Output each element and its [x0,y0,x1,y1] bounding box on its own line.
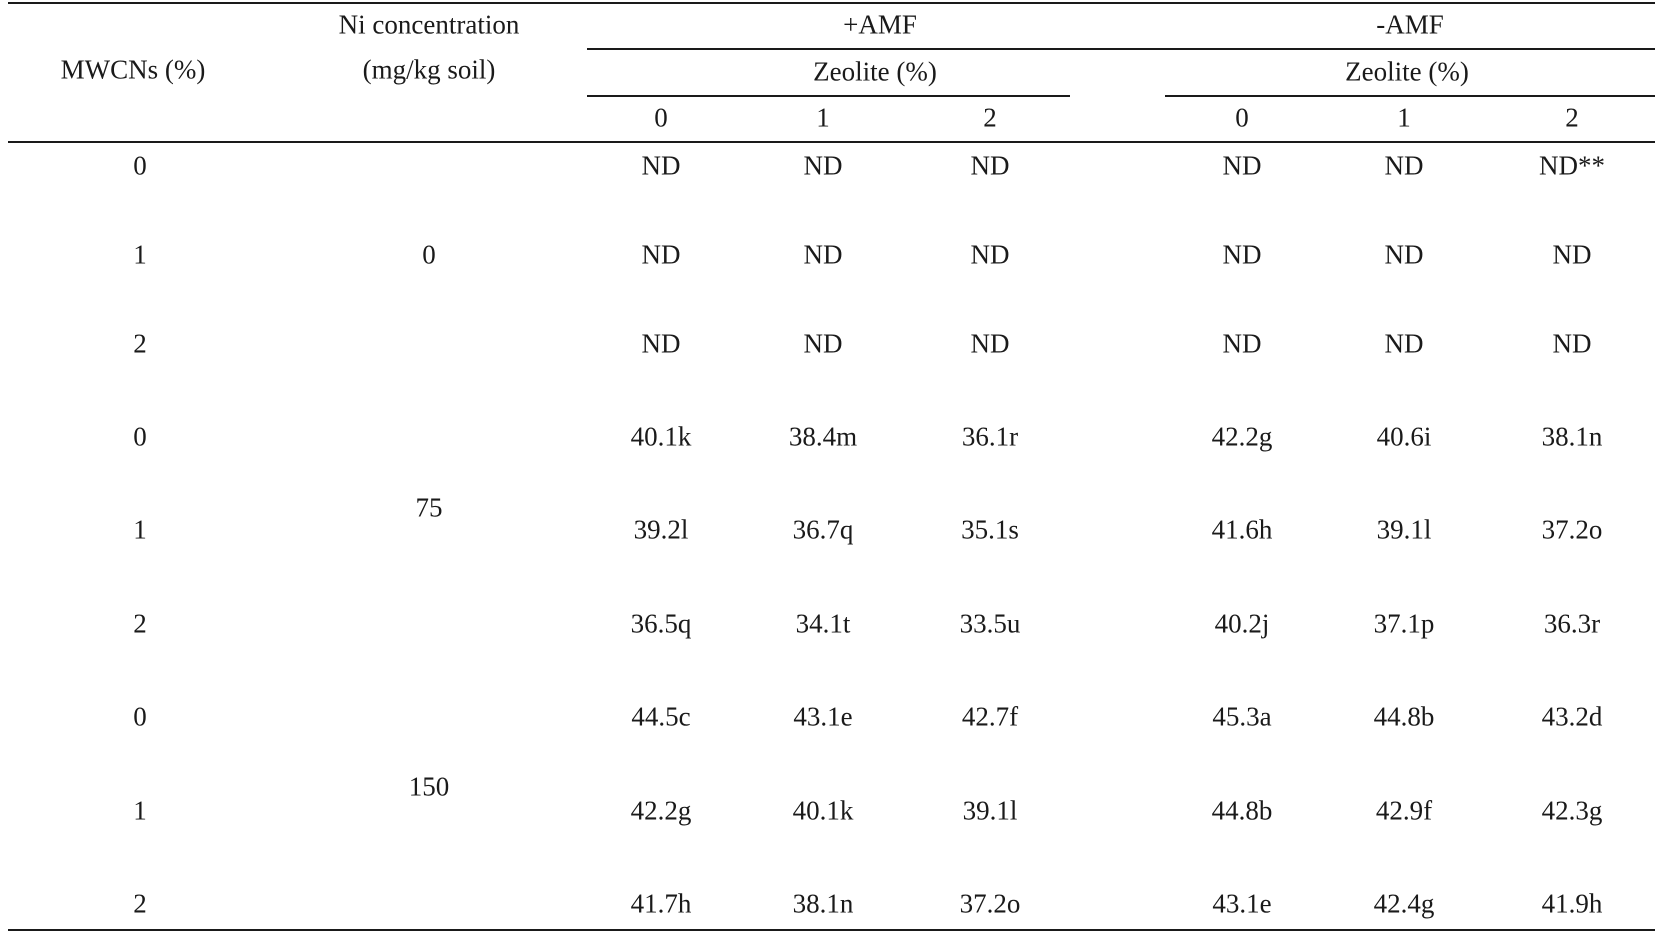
table-cell: ND [970,150,1010,181]
table-cell: 37.2o [959,888,1021,919]
table-cell: ND** [1539,150,1605,181]
table-cell: 39.1l [1376,514,1432,545]
table-cell: 42.9f [1375,795,1433,826]
header-ni-line2: (mg/kg soil) [362,54,496,85]
table-cell: 42.3g [1541,795,1603,826]
header-zeolite-minus: Zeolite (%) [1345,56,1469,87]
header-zeolite-level: 0 [1235,102,1249,133]
table-cell: ND [1384,328,1424,359]
header-amf-minus: -AMF [1376,9,1444,40]
table-cell: 33.5u [959,608,1021,639]
table-cell: ND [641,150,681,181]
table-cell: 37.2o [1541,514,1603,545]
table-cell: 36.3r [1543,608,1601,639]
table-cell: 42.4g [1373,888,1435,919]
table-cell: 43.2d [1541,701,1603,732]
row-mwcns: 2 [133,608,147,639]
table-cell: ND [970,328,1010,359]
table-cell: 34.1t [795,608,851,639]
table-cell: 41.6h [1211,514,1273,545]
header-amf-plus: +AMF [843,9,917,40]
table-cell: 44.5c [631,701,691,732]
table-cell: 39.1l [962,795,1018,826]
ni-group-label: 0 [422,239,436,270]
table-cell: 41.7h [630,888,692,919]
row-mwcns: 1 [133,514,147,545]
table-cell: 40.1k [630,421,692,452]
table-cell: 40.6i [1376,421,1432,452]
table-cell: ND [1384,150,1424,181]
table-cell: 42.2g [1211,421,1273,452]
row-mwcns: 1 [133,795,147,826]
amf-underline [587,48,1655,50]
header-zeolite-plus: Zeolite (%) [813,56,937,87]
header-zeolite-level: 0 [654,102,668,133]
header-zeolite-level: 1 [816,102,830,133]
table-top-rule [8,2,1655,4]
table-cell: ND [1552,239,1592,270]
table-cell: 42.2g [630,795,692,826]
row-mwcns: 1 [133,239,147,270]
table-cell: ND [970,239,1010,270]
table-cell: 43.1e [793,701,853,732]
ni-group-label: 75 [415,492,443,523]
table-cell: ND [641,328,681,359]
row-mwcns: 2 [133,888,147,919]
table-cell: ND [1222,328,1262,359]
table-cell: 45.3a [1212,701,1272,732]
header-zeolite-level: 2 [983,102,997,133]
table-cell: 35.1s [961,514,1019,545]
row-mwcns: 0 [133,150,147,181]
row-mwcns: 0 [133,421,147,452]
table-cell: 44.8b [1373,701,1435,732]
table-cell: ND [1222,150,1262,181]
table-cell: ND [803,150,843,181]
table-cell: 36.1r [961,421,1019,452]
table-cell: 38.1n [1541,421,1603,452]
header-zeolite-level: 1 [1397,102,1411,133]
table-cell: 40.1k [792,795,854,826]
table-cell: 44.8b [1211,795,1273,826]
table-cell: ND [1222,239,1262,270]
table-cell: ND [1384,239,1424,270]
row-mwcns: 0 [133,701,147,732]
table-cell: 41.9h [1541,888,1603,919]
table-cell: 38.1n [792,888,854,919]
table-cell: 36.7q [792,514,854,545]
table-cell: 39.2l [633,514,689,545]
header-zeolite-level: 2 [1565,102,1579,133]
table-cell: 43.1e [1212,888,1272,919]
row-mwcns: 2 [133,328,147,359]
ni-group-label: 150 [408,771,450,802]
table-cell: 40.2j [1214,608,1270,639]
table-cell: ND [803,328,843,359]
table-cell: ND [803,239,843,270]
header-ni-line1: Ni concentration [338,9,520,40]
table-cell: ND [641,239,681,270]
header-mwcns: MWCNs (%) [60,54,206,85]
table-cell: ND [1552,328,1592,359]
table-cell: 36.5q [630,608,692,639]
table-cell: 37.1p [1373,608,1435,639]
table-bottom-rule [8,929,1655,931]
table-cell: 42.7f [961,701,1019,732]
header-bottom-rule [8,141,1655,143]
zeolite-underline-minus [1165,95,1655,97]
zeolite-underline-plus [587,95,1070,97]
table-cell: 38.4m [788,421,858,452]
